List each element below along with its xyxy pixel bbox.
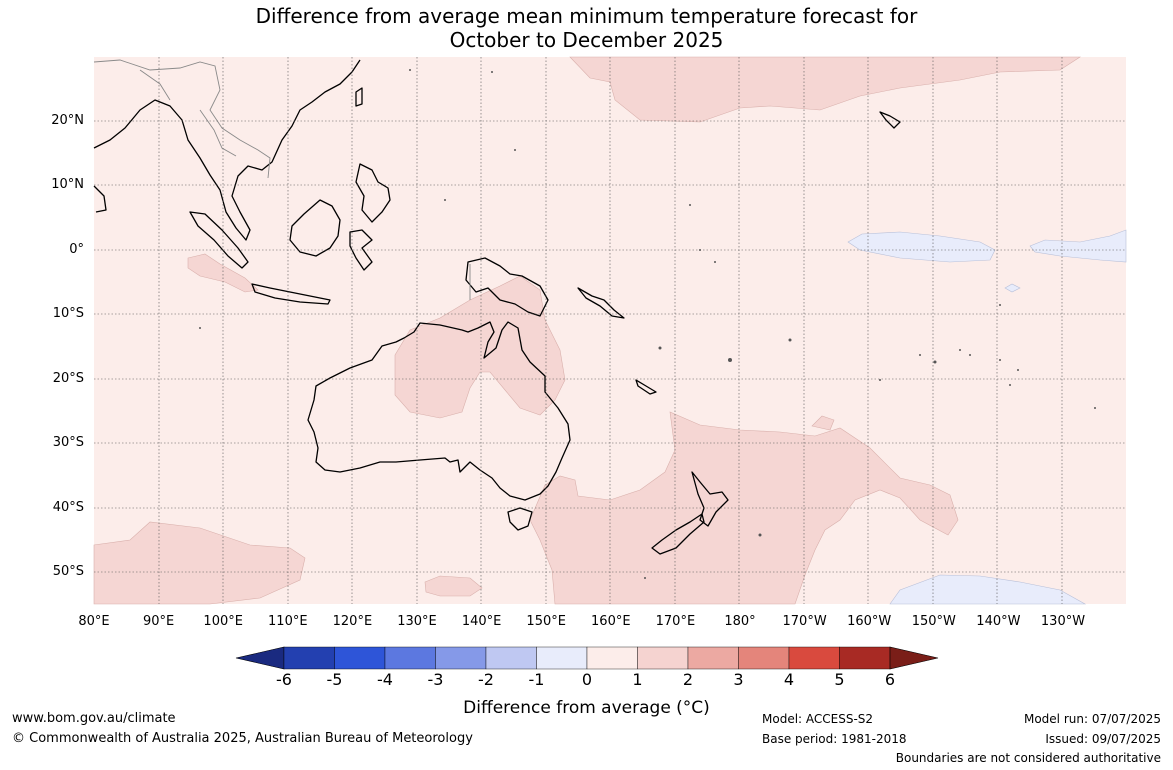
latitude-label: 20°S xyxy=(52,371,84,386)
country-borders xyxy=(93,59,471,300)
colorbar-tick-label: -2 xyxy=(478,670,494,689)
longitude-label: 140°E xyxy=(461,614,502,629)
colorbar xyxy=(235,646,939,670)
colorbar-tick-label: 5 xyxy=(834,670,845,689)
colorbar-extend-low xyxy=(235,646,285,670)
colorbar-segment xyxy=(384,646,436,670)
sumatra-coastline xyxy=(189,211,249,269)
colorbar-segment xyxy=(334,646,386,670)
new-guinea-coastline xyxy=(465,257,549,317)
small-islands xyxy=(199,69,1096,579)
hawaii-coastline xyxy=(879,111,901,129)
longitude-label: 150°W xyxy=(911,614,956,629)
colorbar-label: Difference from average (°C) xyxy=(463,698,710,718)
australia-coastline xyxy=(307,321,571,501)
boundary-disclaimer: Boundaries are not considered authoritat… xyxy=(895,751,1161,765)
colorbar-segment xyxy=(586,646,638,670)
colorbar-segment xyxy=(637,646,689,670)
colorbar-tick-label: -6 xyxy=(276,670,292,689)
longitude-label: 140°W xyxy=(976,614,1021,629)
colorbar-segment xyxy=(485,646,537,670)
issued-date: Issued: 09/07/2025 xyxy=(1045,732,1161,746)
longitude-label: 120°E xyxy=(332,614,373,629)
longitude-label: 160°E xyxy=(591,614,631,629)
colorbar-segment xyxy=(687,646,739,670)
taiwan-coastline xyxy=(355,87,363,107)
colorbar-segment xyxy=(283,646,335,670)
latitude-label: 50°S xyxy=(52,564,84,579)
longitude-label: 110°E xyxy=(268,614,308,629)
gridlines xyxy=(94,57,1126,604)
coastlines xyxy=(93,59,901,555)
latitude-label: 30°S xyxy=(52,435,84,450)
longitude-label: 180° xyxy=(724,614,756,629)
copyright-text: © Commonwealth of Australia 2025, Austra… xyxy=(12,731,473,746)
colorbar-tick-label: 4 xyxy=(783,670,795,689)
map-title: Difference from average mean minimum tem… xyxy=(0,4,1173,52)
latitude-label: 0° xyxy=(69,242,84,257)
latitude-label: 20°N xyxy=(51,113,84,128)
colorbar-tick-label: -3 xyxy=(427,670,444,689)
colorbar-extend-high xyxy=(889,646,939,670)
base-period: Base period: 1981-2018 xyxy=(762,732,907,746)
colorbar-tick-label: -5 xyxy=(326,670,343,689)
model-name: Model: ACCESS-S2 xyxy=(762,712,874,726)
longitude-label: 130°W xyxy=(1040,614,1086,629)
longitude-label: 160°W xyxy=(847,614,892,629)
colorbar-tick-label: 6 xyxy=(884,670,896,689)
colorbar-tick-label: -4 xyxy=(377,670,393,689)
website-link[interactable]: www.bom.gov.au/climate xyxy=(12,711,176,726)
colorbar-tick-label: 3 xyxy=(733,670,744,689)
new-caledonia-coastline xyxy=(635,379,657,395)
latitude-label: 10°N xyxy=(51,177,84,192)
longitude-label: 90°E xyxy=(142,614,175,629)
india-coastline xyxy=(93,185,107,213)
colorbar-segment xyxy=(738,646,790,670)
latitude-label: 40°S xyxy=(52,500,84,515)
new-zealand-south-island xyxy=(651,513,705,555)
colorbar-tick-label: 1 xyxy=(632,670,643,689)
java-coastline xyxy=(251,283,331,305)
colorbar-segment xyxy=(788,646,840,670)
new-zealand-north-island xyxy=(691,471,729,527)
title-line-1: Difference from average mean minimum tem… xyxy=(255,4,918,28)
colorbar-segment xyxy=(536,646,588,670)
longitude-label: 100°E xyxy=(203,614,243,629)
latitude-label: 10°S xyxy=(52,306,84,321)
model-run-date: Model run: 07/07/2025 xyxy=(1023,712,1161,726)
borneo-coastline xyxy=(289,199,341,257)
longitude-label: 150°E xyxy=(526,614,566,629)
longitude-label: 170°E xyxy=(655,614,696,629)
title-line-2: October to December 2025 xyxy=(449,28,724,52)
tasmania-coastline xyxy=(507,507,533,531)
asia-mainland-coastline xyxy=(93,59,361,241)
colorbar-tick-label: -1 xyxy=(528,670,545,689)
anomaly-neg1-0-regions xyxy=(847,229,1127,605)
longitude-label: 130°E xyxy=(397,614,437,629)
colorbar-tick-label: 0 xyxy=(581,670,593,689)
colorbar-segment xyxy=(435,646,487,670)
solomon-islands-coastline xyxy=(577,287,625,319)
anomaly-1-2-regions xyxy=(93,56,1082,605)
philippines-coastline xyxy=(355,163,391,223)
colorbar-segment xyxy=(839,646,891,670)
longitude-label: 80°E xyxy=(78,614,110,629)
colorbar-tick-label: 2 xyxy=(682,670,694,689)
longitude-label: 170°W xyxy=(782,614,827,629)
